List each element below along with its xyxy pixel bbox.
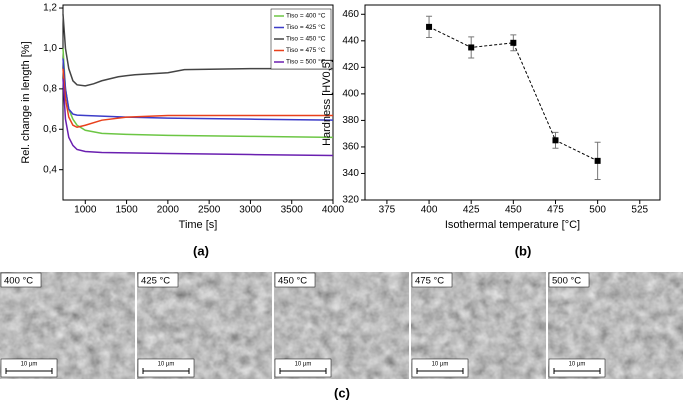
scale-box [548, 358, 606, 378]
data-point [468, 44, 475, 51]
label-box [274, 272, 316, 288]
x-tick-label: 375 [379, 205, 396, 216]
micrograph-label: 475 °C [415, 276, 444, 287]
data-point [594, 157, 601, 164]
panel-label: (c) [334, 385, 350, 400]
data-point [510, 39, 517, 46]
scale-bar [416, 368, 464, 374]
data-point [426, 23, 433, 30]
x-tick-label: 525 [631, 205, 648, 216]
x-tick-label: 425 [463, 205, 480, 216]
scale-label: 10 µm [21, 362, 38, 368]
plot-frame [62, 4, 334, 201]
line-series [62, 14, 333, 87]
scale-box [274, 358, 332, 378]
legend-label: Tiso = 475 °C [286, 46, 326, 54]
legend-label: Tiso = 450 °C [286, 35, 326, 43]
legend-label: Tiso = 400 °C [286, 12, 326, 20]
x-tick-label: 450 [505, 205, 522, 216]
label-box [548, 272, 590, 288]
y-tick-label: 1,0 [43, 43, 57, 54]
y-tick-label: 380 [342, 115, 359, 126]
micrograph-label: 400 °C [4, 276, 33, 287]
micrograph-label: 425 °C [141, 276, 170, 287]
y-tick-label: 0,6 [43, 124, 57, 135]
dashed-line [428, 26, 598, 162]
y-tick-label: 420 [342, 62, 359, 73]
y-axis-label: Rel. change in length [%] [20, 41, 32, 163]
scale-label: 10 µm [432, 362, 449, 368]
x-tick-label: 1500 [115, 205, 138, 216]
scale-bar [5, 368, 53, 374]
panel-label: (a) [193, 243, 209, 258]
scale-box [411, 358, 469, 378]
y-tick-label: 460 [342, 9, 359, 20]
scale-box [137, 358, 195, 378]
scale-bar [279, 368, 327, 374]
x-tick-label: 3000 [239, 205, 262, 216]
x-axis-label: Time [s] [179, 219, 218, 231]
x-tick-label: 500 [589, 205, 606, 216]
y-tick-label: 1,2 [43, 3, 57, 14]
scale-bar [553, 368, 601, 374]
line-series [62, 78, 334, 157]
x-tick-label: 1000 [74, 205, 97, 216]
line-series [62, 68, 333, 129]
plot-frame [364, 4, 661, 201]
label-box [411, 272, 453, 288]
label-box [137, 272, 179, 288]
micrograph-label: 500 °C [552, 276, 581, 287]
legend-label: Tiso = 425 °C [286, 23, 326, 31]
x-axis-label: Isothermal temperature [°C] [445, 219, 580, 231]
line-series [62, 58, 334, 121]
x-tick-label: 2500 [198, 205, 221, 216]
scale-label: 10 µm [295, 362, 312, 368]
y-tick-label: 400 [342, 89, 359, 100]
legend-label: Tiso = 500 °C [286, 58, 326, 66]
x-tick-label: 2000 [157, 205, 180, 216]
y-tick-label: 440 [342, 35, 359, 46]
x-tick-label: 4000 [322, 205, 345, 216]
scale-box [0, 358, 58, 378]
label-box [0, 272, 42, 288]
y-axis-label: Hardness [HV0,5] [321, 59, 333, 146]
scale-label: 10 µm [158, 362, 175, 368]
y-tick-label: 0,4 [43, 164, 57, 175]
y-tick-label: 0,8 [43, 84, 57, 95]
x-tick-label: 3500 [281, 205, 304, 216]
scale-bar [142, 368, 190, 374]
scale-label: 10 µm [569, 362, 586, 368]
y-tick-label: 320 [342, 195, 359, 206]
data-point [552, 137, 559, 144]
panel-label: (b) [515, 243, 532, 258]
y-tick-label: 360 [342, 142, 359, 153]
y-tick-label: 340 [342, 168, 359, 179]
micrograph-label: 450 °C [278, 276, 307, 287]
x-tick-label: 475 [547, 205, 564, 216]
x-tick-label: 400 [421, 205, 438, 216]
